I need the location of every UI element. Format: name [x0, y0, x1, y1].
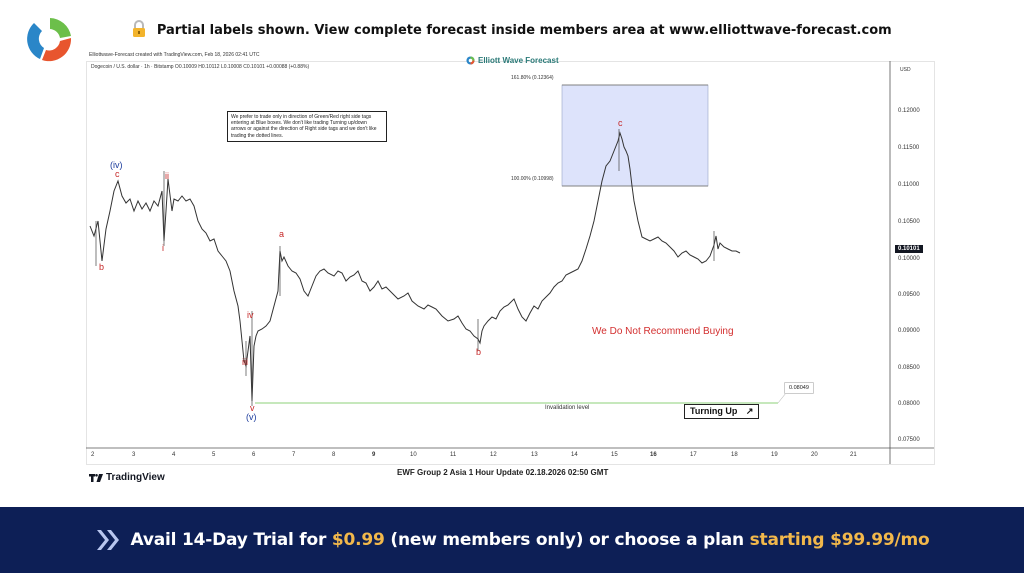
chart-area[interactable] [86, 61, 935, 465]
x-tick: 7 [292, 452, 296, 458]
x-tick: 13 [531, 452, 538, 458]
x-tick: 15 [611, 452, 618, 458]
wave-label-c: c [115, 169, 120, 179]
invalidation-price-tag: 0.08049 [784, 382, 814, 394]
fib-161-label: 161.80% (0.12364) [511, 75, 554, 81]
wave-label-b2: b [476, 347, 482, 357]
invalidation-label: Invalidation level [545, 405, 590, 411]
chart-credit: Elliottwave-Forecast created with Tradin… [89, 52, 260, 58]
wave-label-i: i [162, 243, 164, 253]
wave-label-(iv): (iv) [110, 160, 123, 170]
x-tick: 5 [212, 452, 216, 458]
promo-text: Avail 14-Day Trial for $0.99 (new member… [130, 530, 930, 550]
x-tick: 20 [811, 452, 818, 458]
price-chart[interactable] [86, 61, 934, 464]
x-tick: 10 [410, 452, 417, 458]
notice-text: Partial labels shown. View complete fore… [156, 23, 892, 38]
price-series [89, 131, 741, 402]
x-tick: 11 [450, 452, 457, 458]
y-tick: 0.10000 [898, 256, 920, 262]
fib-100-label: 100.00% (0.10998) [511, 176, 554, 182]
x-tick: 21 [850, 452, 857, 458]
y-tick: 0.09000 [898, 328, 920, 334]
y-tick: 0.12000 [898, 108, 920, 114]
y-tick: 0.09500 [898, 292, 920, 298]
currency-label: USD [900, 67, 911, 73]
wave-label-(v): (v) [246, 412, 257, 422]
y-tick: 0.11500 [898, 145, 920, 151]
x-tick: 8 [332, 452, 336, 458]
x-tick: 16 [650, 452, 657, 458]
wave-label-b: b [99, 262, 105, 272]
y-tick: 0.08000 [898, 401, 920, 407]
x-tick: 14 [571, 452, 578, 458]
tradingview-logo: TradingView [89, 472, 165, 483]
x-tick: 12 [490, 452, 497, 458]
x-tick: 6 [252, 452, 256, 458]
x-tick: 17 [690, 452, 697, 458]
symbol-ohlc: Dogecoin / U.S. dollar · 1h · Bitstamp O… [91, 64, 310, 70]
plan-price: starting $99.99/mo [749, 530, 930, 550]
turning-up-badge: Turning Up ↗ [684, 404, 760, 419]
wave-label-c2: c [618, 118, 623, 128]
wave-label-iii: iii [242, 357, 248, 367]
arrow-up-right-icon: ↗ [745, 406, 754, 416]
x-tick: 3 [132, 452, 136, 458]
y-tick: 0.10500 [898, 219, 920, 225]
update-caption: EWF Group 2 Asia 1 Hour Update 02.18.202… [397, 468, 609, 477]
lock-icon [132, 20, 146, 41]
y-tick: 0.07500 [898, 437, 920, 443]
x-tick: 9 [372, 452, 376, 458]
y-tick: 0.08500 [898, 365, 920, 371]
wave-label-a: a [279, 229, 285, 239]
candle-wicks [95, 129, 715, 406]
x-tick: 4 [172, 452, 176, 458]
trading-note: We prefer to trade only in direction of … [227, 111, 387, 142]
x-tick: 18 [731, 452, 738, 458]
ewf-mini-logo-icon [466, 56, 475, 65]
double-chevron-right-icon [96, 530, 119, 550]
y-tick: 0.11000 [898, 182, 920, 188]
wave-label-v: v [250, 403, 255, 413]
x-tick: 2 [91, 452, 95, 458]
wave-label-iv: iv [247, 310, 254, 320]
members-notice: Partial labels shown. View complete fore… [0, 20, 1024, 41]
promo-banner[interactable]: Avail 14-Day Trial for $0.99 (new member… [0, 507, 1024, 573]
ewf-watermark: Elliott Wave Forecast [466, 56, 559, 65]
current-price-tag: 0.10101 [895, 245, 923, 253]
ewf-logo [24, 14, 76, 66]
trial-price: $0.99 [331, 530, 385, 550]
tradingview-icon [89, 473, 103, 482]
wave-label-ii: ii [165, 171, 169, 181]
no-buy-warning: We Do Not Recommend Buying [592, 326, 734, 337]
x-tick: 19 [771, 452, 778, 458]
blue-box-zone [561, 84, 709, 187]
